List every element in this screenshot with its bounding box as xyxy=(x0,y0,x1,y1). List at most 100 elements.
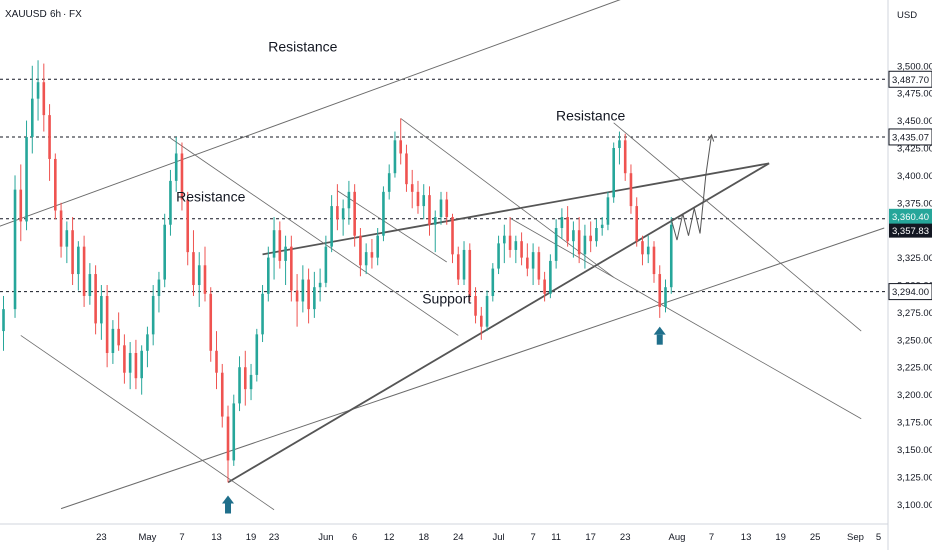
candle xyxy=(255,329,258,382)
candle-body xyxy=(336,206,339,219)
x-tick-label: 18 xyxy=(418,532,429,543)
candle-body xyxy=(48,115,51,159)
candle-body xyxy=(365,252,368,265)
candle xyxy=(612,143,615,203)
candle-body xyxy=(313,287,316,309)
x-tick-label: 19 xyxy=(775,532,786,543)
candle-body xyxy=(635,206,638,241)
candle-body xyxy=(77,247,80,274)
candle-body xyxy=(532,252,535,268)
candle-body xyxy=(25,137,28,221)
x-tick-label: 25 xyxy=(810,532,821,543)
candle-body xyxy=(19,190,22,222)
candle-body xyxy=(503,236,506,244)
candle-body xyxy=(175,153,178,180)
x-tick-label: 17 xyxy=(585,532,596,543)
candle-body xyxy=(227,417,230,461)
x-tick-label: Aug xyxy=(669,532,686,543)
currency-label[interactable]: USD xyxy=(897,10,917,21)
candle-body xyxy=(555,228,558,261)
candle-body xyxy=(244,367,247,389)
candle-body xyxy=(94,274,97,323)
y-tick-label: 3,400.00 xyxy=(897,171,932,182)
y-tick-label: 3,175.00 xyxy=(897,418,932,429)
candle-body xyxy=(71,230,74,274)
y-tick-label: 3,275.00 xyxy=(897,308,932,319)
candle-body xyxy=(670,225,673,287)
level-price-label: 3,435.07 xyxy=(889,129,932,145)
candle-body xyxy=(474,296,477,316)
candle-body xyxy=(641,241,644,254)
candle-body xyxy=(221,373,224,417)
candle-body xyxy=(267,258,270,294)
level-price-label-text: 3,487.70 xyxy=(892,75,929,86)
candle-body xyxy=(37,82,40,98)
x-tick-label: 12 xyxy=(384,532,395,543)
x-tick-label: Sep xyxy=(847,532,864,543)
candle-body xyxy=(497,243,500,268)
up-arrow-shaft xyxy=(225,503,231,513)
candle-body xyxy=(296,291,299,302)
candle-body xyxy=(163,225,166,280)
candle-body xyxy=(445,200,448,218)
candle-body xyxy=(509,236,512,250)
timeframe-label[interactable]: 6h xyxy=(50,9,61,20)
candle-body xyxy=(440,200,443,218)
candle-body xyxy=(520,241,523,257)
candle-body xyxy=(43,82,46,115)
y-tick-label: 3,500.00 xyxy=(897,61,932,72)
candle-body xyxy=(405,153,408,184)
candle-body xyxy=(572,230,575,241)
level-price-label: 3,294.00 xyxy=(889,284,932,300)
candle-body xyxy=(330,206,333,247)
candle-body xyxy=(146,334,149,350)
candle-body xyxy=(422,195,425,206)
candle-body xyxy=(589,236,592,241)
candle-body xyxy=(232,403,235,460)
candle-body xyxy=(601,225,604,228)
candle-body xyxy=(192,252,195,285)
candle-body xyxy=(543,280,546,294)
y-tick-label: 3,200.00 xyxy=(897,390,932,401)
candle-body xyxy=(204,265,207,294)
candle-body xyxy=(284,247,287,261)
candle-body xyxy=(31,99,34,137)
candle-body xyxy=(653,247,656,274)
x-tick-label: 19 xyxy=(246,532,257,543)
candle xyxy=(382,186,385,241)
resistance-annotation: Resistance xyxy=(556,108,625,124)
candle-body xyxy=(624,140,627,173)
resistance-annotation: Resistance xyxy=(176,189,245,205)
candle xyxy=(232,395,235,466)
up-arrow-shaft xyxy=(657,335,663,345)
candle-body xyxy=(129,353,132,373)
x-tick-label: 23 xyxy=(620,532,631,543)
candle-body xyxy=(647,247,650,255)
candle-body xyxy=(14,190,17,309)
candle-body xyxy=(463,250,466,280)
candle-body xyxy=(526,258,529,269)
support-annotation: Support xyxy=(422,291,471,307)
candle-body xyxy=(411,184,414,192)
candle-body xyxy=(307,280,310,310)
x-tick-label: 7 xyxy=(709,532,714,543)
symbol-label[interactable]: XAUUSD xyxy=(5,9,47,20)
candle-body xyxy=(451,217,454,254)
candle-body xyxy=(215,351,218,373)
candle-body xyxy=(158,280,161,296)
candle-body xyxy=(290,247,293,291)
header-separator: · xyxy=(44,9,47,20)
candle-body xyxy=(273,230,276,257)
x-tick-label: May xyxy=(138,532,156,543)
candle-body xyxy=(595,228,598,241)
candle xyxy=(670,217,673,294)
candle-body xyxy=(169,181,172,225)
y-tick-label: 3,325.00 xyxy=(897,253,932,264)
candle-body xyxy=(388,173,391,192)
candle-body xyxy=(302,280,305,302)
candle-body xyxy=(238,367,241,403)
candle-body xyxy=(186,200,189,253)
candle xyxy=(209,287,212,362)
candle-body xyxy=(348,192,351,208)
